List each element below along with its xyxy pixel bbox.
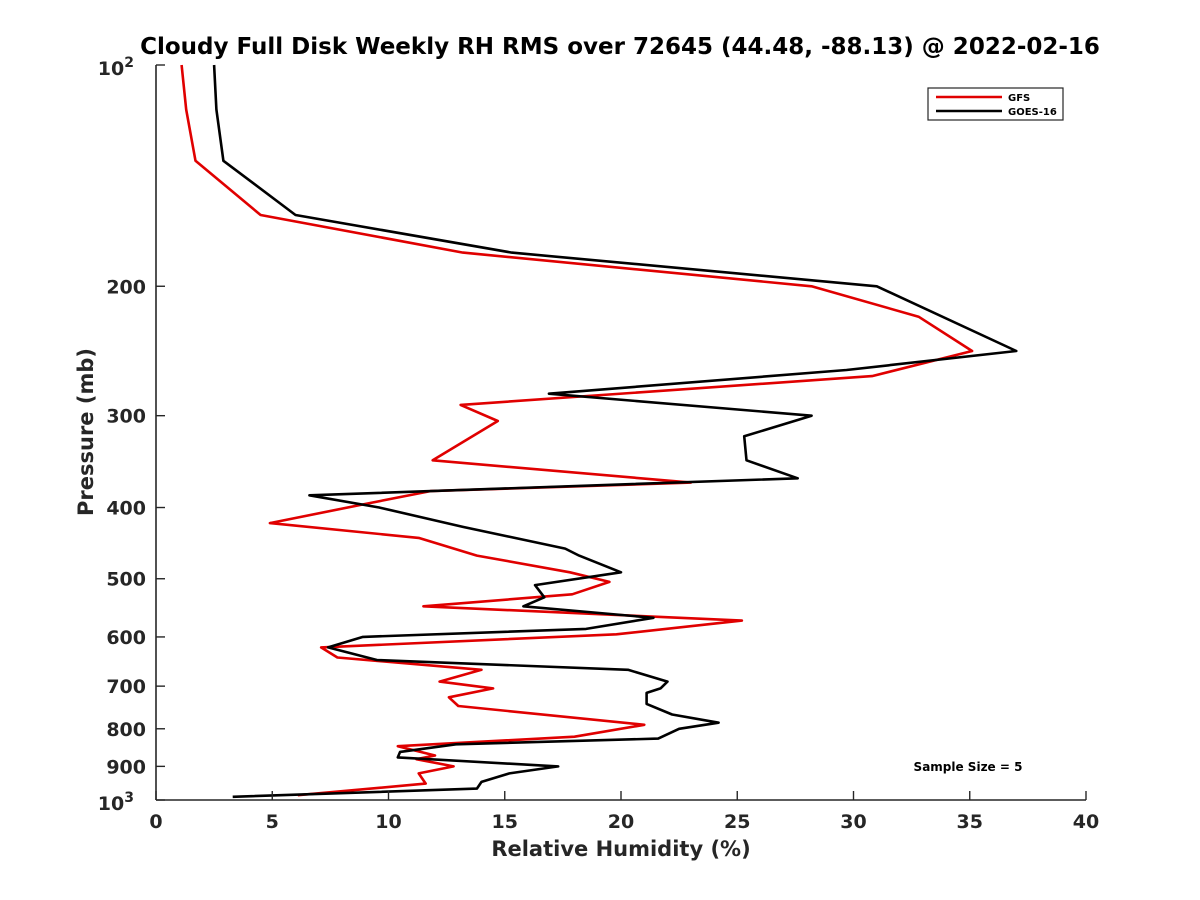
y-tick-label-bottom: 103 (98, 790, 134, 815)
y-tick-label: 500 (106, 569, 146, 591)
legend-label-gfs: GFS (1008, 93, 1030, 104)
series-line-gfs (180, 64, 974, 797)
y-ticks: 200 300 400 500 600 700 800 900 (106, 64, 165, 801)
x-tick-label: 30 (840, 811, 866, 833)
x-tick-label: 5 (266, 811, 279, 833)
legend-box (927, 87, 1064, 121)
sample-size-annotation: Sample Size = 5 (914, 760, 1023, 774)
x-axis-title: Relative Humidity (%) (491, 837, 750, 861)
x-tick-label: 0 (149, 811, 162, 833)
y-tick-label: 400 (106, 498, 146, 520)
y-tick-label: 900 (106, 756, 146, 778)
y-tick-label-top: 102 (98, 55, 134, 80)
y-tick-label: 700 (106, 676, 146, 698)
y-top-exp: 2 (124, 55, 134, 71)
x-tick-label: 35 (957, 811, 983, 833)
legend-label-goes16: GOES-16 (1008, 107, 1057, 118)
y-tick-label: 800 (106, 719, 146, 741)
x-tick-label: 20 (608, 811, 634, 833)
legend: GFS GOES-16 (927, 87, 1064, 121)
y-axis-title: Pressure (mb) (74, 348, 98, 516)
x-ticks: 0 5 10 15 20 25 30 35 40 (149, 791, 1099, 833)
x-tick-label: 10 (375, 811, 401, 833)
chart-title: Cloudy Full Disk Weekly RH RMS over 7264… (140, 34, 1100, 60)
y-tick-label: 200 (106, 276, 146, 298)
x-tick-label: 15 (492, 811, 518, 833)
x-tick-label: 25 (724, 811, 750, 833)
y-tick-label: 300 (106, 406, 146, 428)
y-top-base: 10 (98, 58, 124, 80)
y-bottom-base: 10 (98, 793, 124, 815)
series-layer (180, 64, 1018, 799)
plot-area (156, 65, 1086, 800)
x-tick-label: 40 (1073, 811, 1099, 833)
y-tick-label: 600 (106, 627, 146, 649)
series-line-goes-16 (212, 64, 1018, 799)
y-bottom-exp: 3 (124, 790, 134, 806)
